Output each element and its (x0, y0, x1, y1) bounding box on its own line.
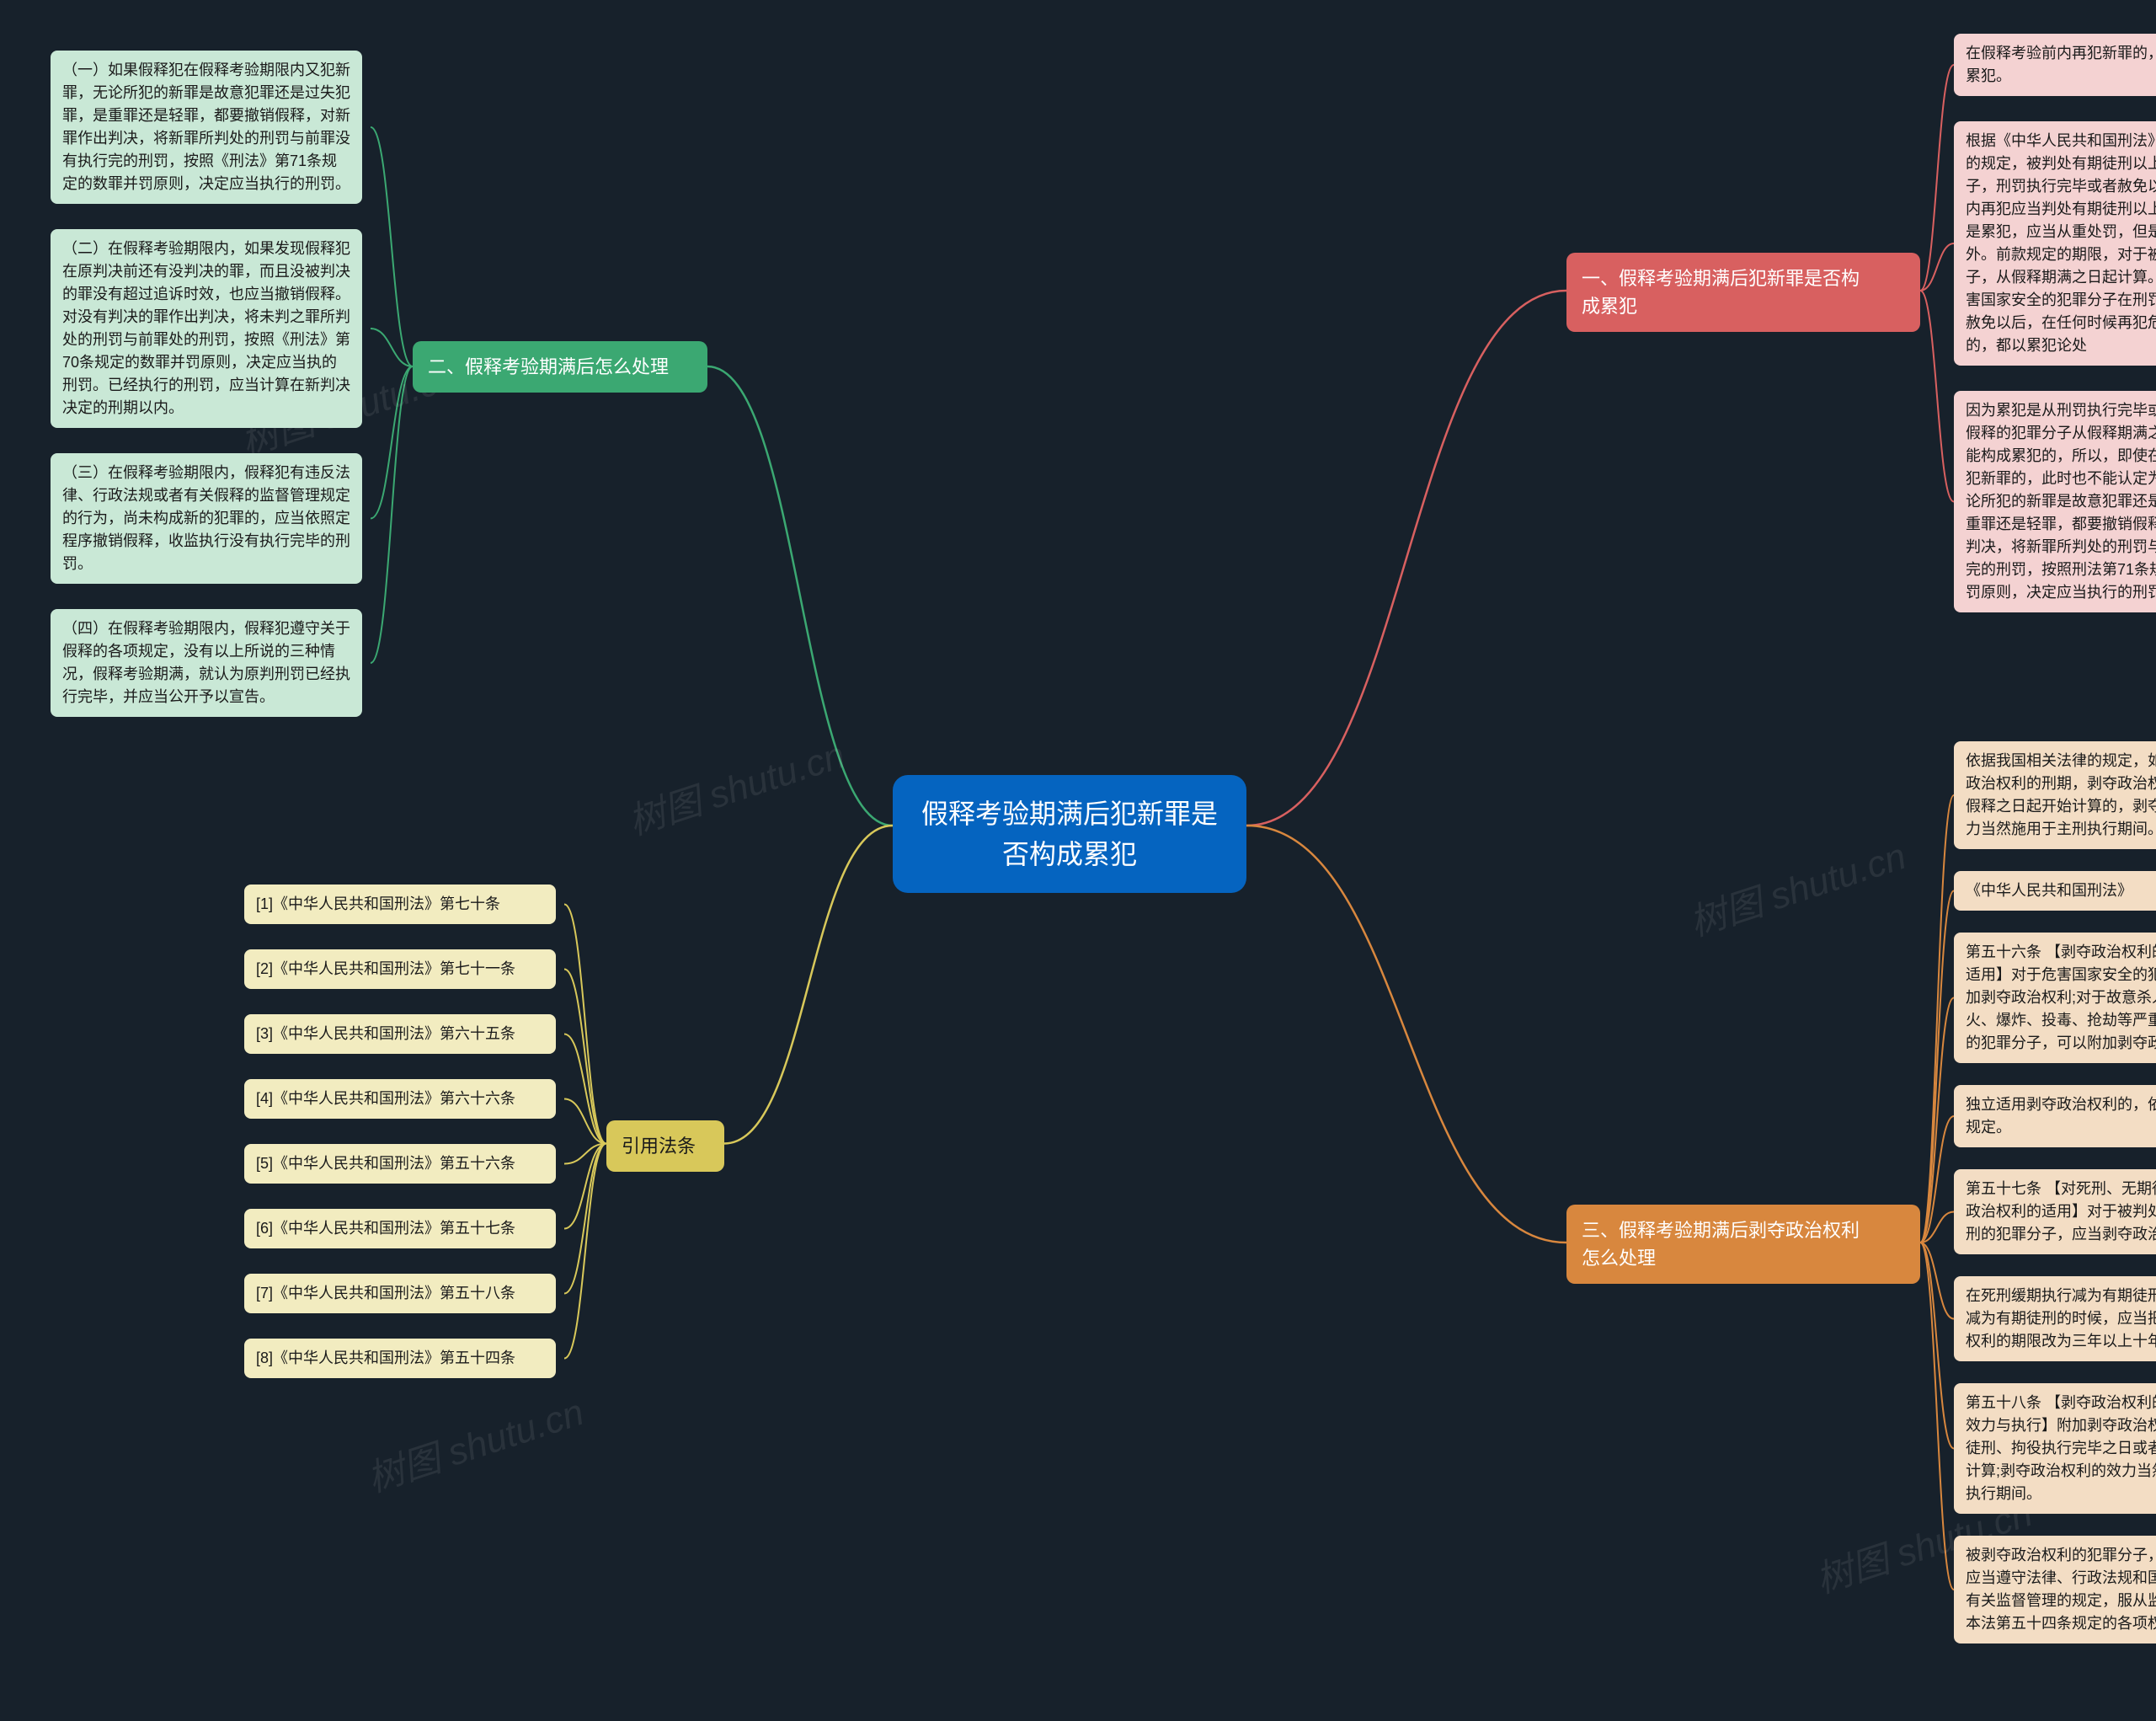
leaf-node: 第五十六条 【剥夺政治权利的附加、独立适用】对于危害国家安全的犯罪分子应当附加剥… (1954, 933, 2156, 1063)
leaf-node: 独立适用剥夺政治权利的，依照本法分则的规定。 (1954, 1085, 2156, 1147)
branch-node: 一、假释考验期满后犯新罪是否构 成累犯 (1566, 253, 1920, 332)
leaf-node: （四）在假释考验期限内，假释犯遵守关于假释的各项规定，没有以上所说的三种情况，假… (51, 609, 362, 717)
leaf-node: （一）如果假释犯在假释考验期限内又犯新罪，无论所犯的新罪是故意犯罪还是过失犯罪，… (51, 51, 362, 204)
leaf-node: 第五十七条 【对死刑、无期徒刑罪犯剥夺政治权利的适用】对于被判处死刑、无期徒刑的… (1954, 1169, 2156, 1254)
leaf-node: 被剥夺政治权利的犯罪分子，在执行期间，应当遵守法律、行政法规和国务院公安部门有关… (1954, 1536, 2156, 1644)
leaf-node: [3]《中华人民共和国刑法》第六十五条 (244, 1014, 556, 1054)
leaf-node: 在死刑缓期执行减为有期徒刑或者无期徒刑减为有期徒刑的时候，应当把附加剥夺政治权利… (1954, 1276, 2156, 1361)
leaf-node: [6]《中华人民共和国刑法》第五十七条 (244, 1209, 556, 1248)
watermark: 树图 shutu.cn (1682, 826, 1912, 946)
branch-node: 三、假释考验期满后剥夺政治权利 怎么处理 (1566, 1205, 1920, 1284)
leaf-node: [5]《中华人民共和国刑法》第五十六条 (244, 1144, 556, 1184)
leaf-node: 在假释考验前内再犯新罪的，不能认定构成累犯。 (1954, 34, 2156, 96)
center-node: 假释考验期满后犯新罪是 否构成累犯 (893, 775, 1246, 893)
watermark: 树图 shutu.cn (621, 724, 851, 845)
leaf-node: 第五十八条 【剥夺政治权利的刑期计算、效力与执行】附加剥夺政治权利的刑期，从徒刑… (1954, 1383, 2156, 1514)
leaf-node: [4]《中华人民共和国刑法》第六十六条 (244, 1079, 556, 1119)
leaf-node: 因为累犯是从刑罚执行完毕或者赦免或者被假释的犯罪分子从假释期满之日以后方有可能构… (1954, 391, 2156, 612)
leaf-node: [1]《中华人民共和国刑法》第七十条 (244, 885, 556, 924)
branch-node: 引用法条 (606, 1120, 724, 1172)
leaf-node: [8]《中华人民共和国刑法》第五十四条 (244, 1339, 556, 1378)
leaf-node: [7]《中华人民共和国刑法》第五十八条 (244, 1274, 556, 1313)
leaf-node: 依据我国相关法律的规定，如果是附加剥夺政治权利的刑期，剥夺政治权利的时间是从假释… (1954, 741, 2156, 849)
branch-node: 二、假释考验期满后怎么处理 (413, 341, 707, 393)
leaf-node: [2]《中华人民共和国刑法》第七十一条 (244, 949, 556, 989)
leaf-node: 《中华人民共和国刑法》 (1954, 871, 2156, 911)
leaf-node: （三）在假释考验期限内，假释犯有违反法律、行政法规或者有关假释的监督管理规定的行… (51, 453, 362, 584)
watermark: 树图 shutu.cn (360, 1382, 590, 1502)
leaf-node: 根据《中华人民共和国刑法》第六十五条中的规定，被判处有期徒刑以上刑罚的犯罪分子，… (1954, 121, 2156, 366)
leaf-node: （二）在假释考验期限内，如果发现假释犯在原判决前还有没判决的罪，而且没被判决的罪… (51, 229, 362, 428)
